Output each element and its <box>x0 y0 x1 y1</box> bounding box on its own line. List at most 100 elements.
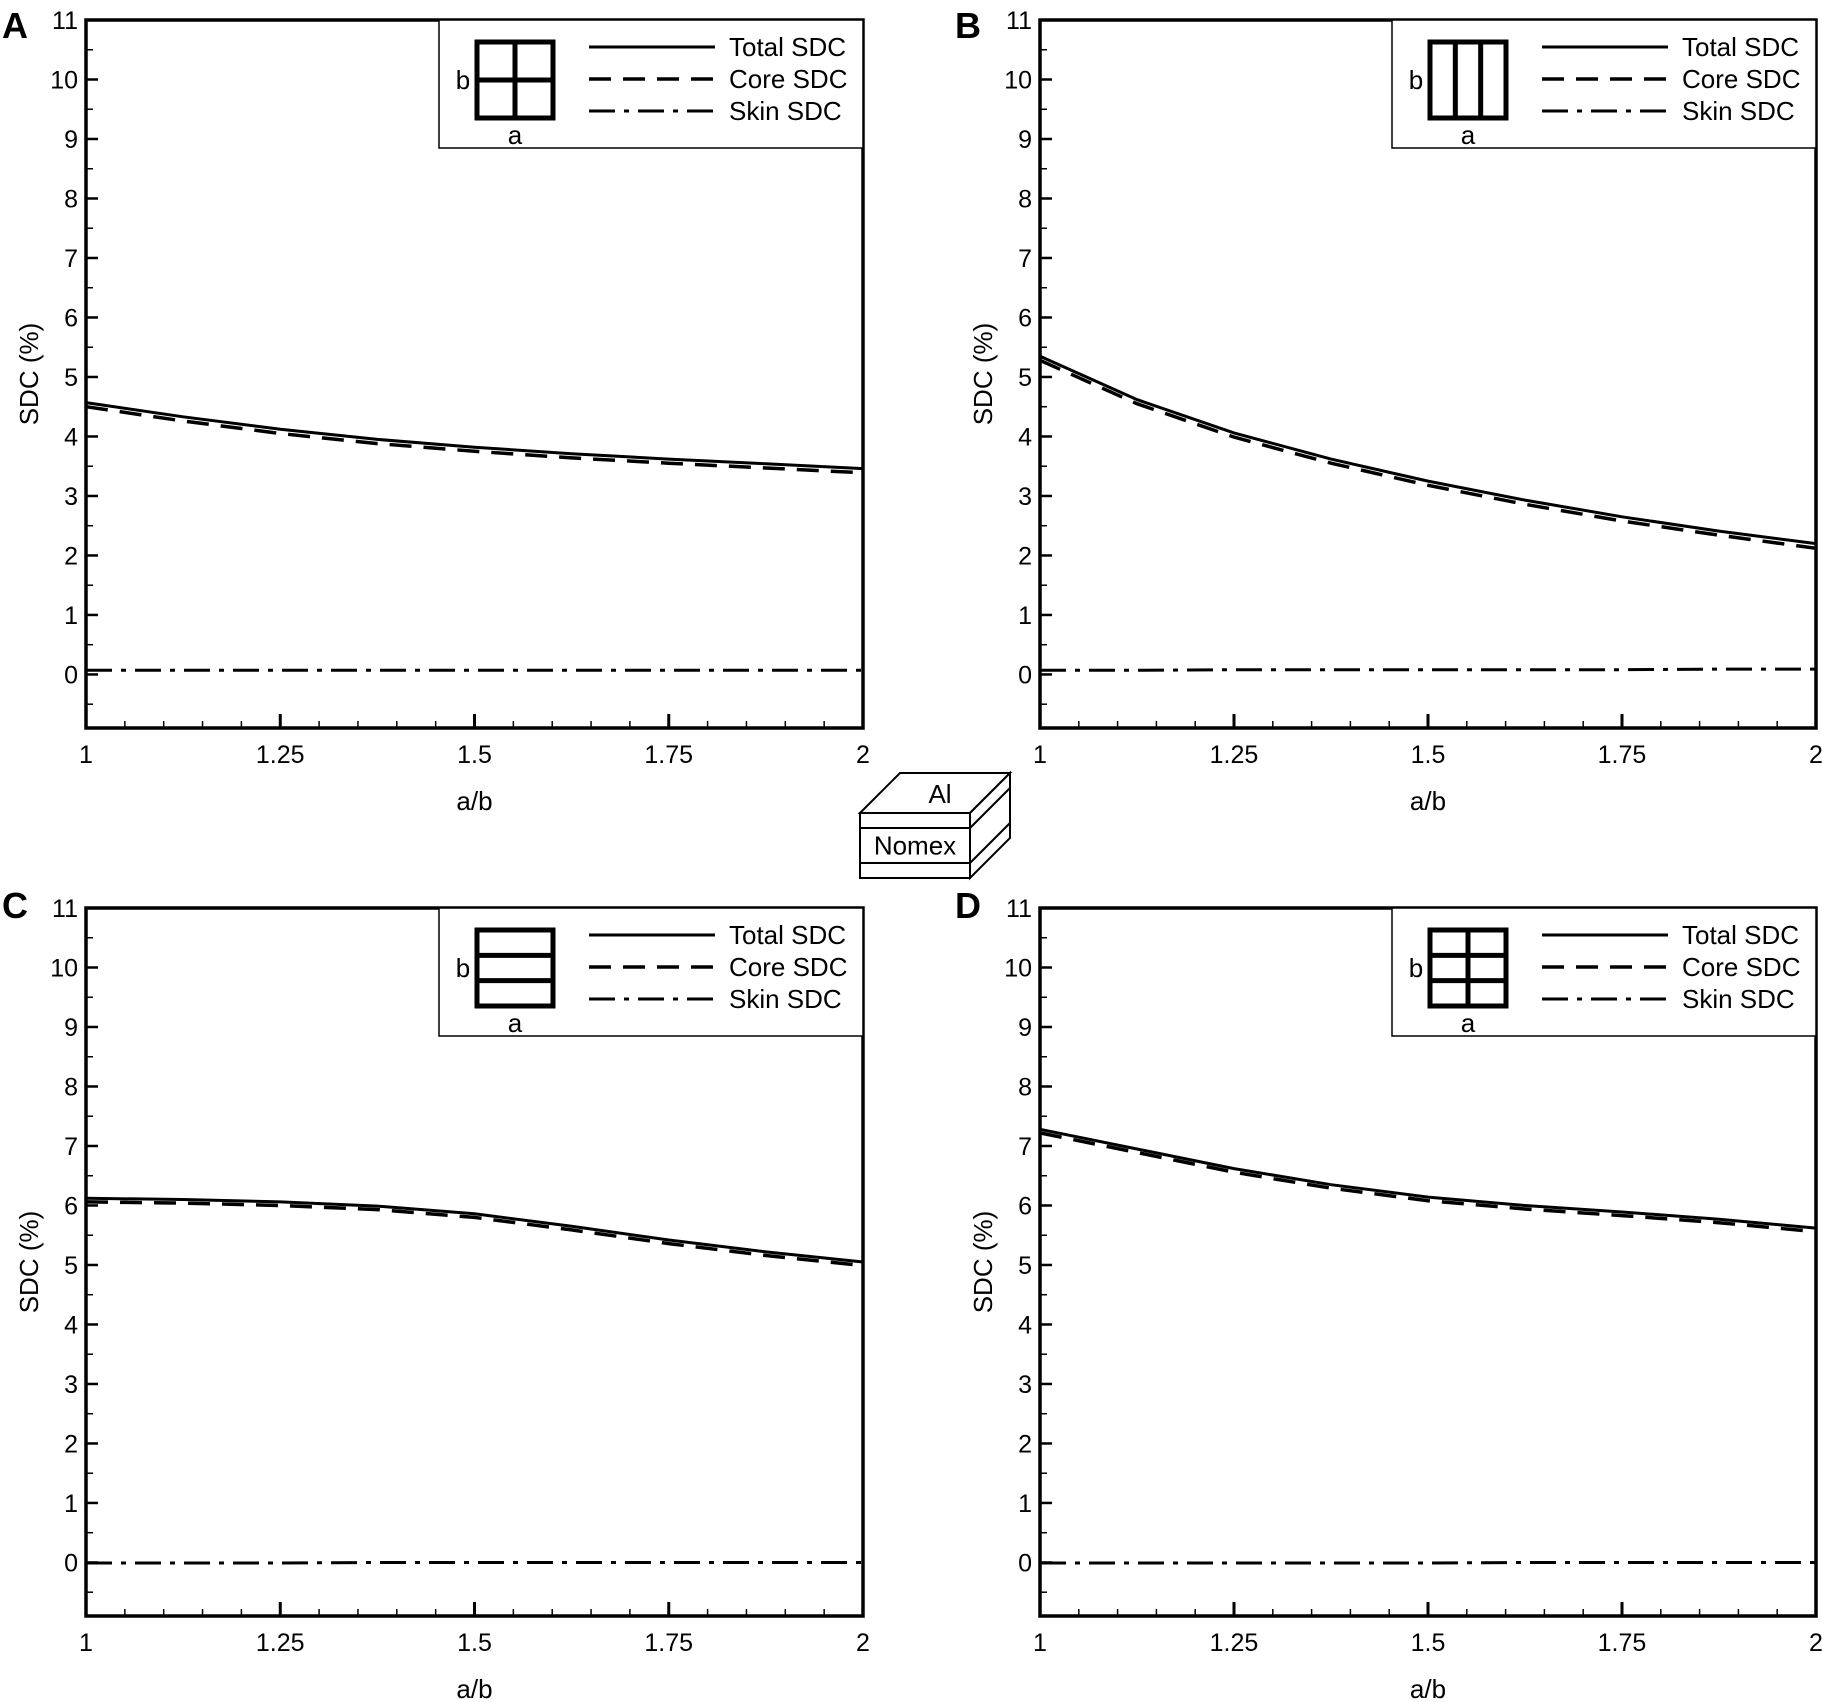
legend-entry-label: Core SDC <box>1682 952 1800 982</box>
y-axis: 0 1 2 3 4 5 6 7 8 9 10 11 <box>1004 7 1052 705</box>
inset-front-face <box>859 812 971 879</box>
x-tick-label: 1.25 <box>256 1629 305 1657</box>
series-group <box>1039 1127 1817 1565</box>
cell-outline <box>1427 39 1509 121</box>
y-tick-label: 3 <box>1018 1371 1032 1399</box>
y-tick-label: 8 <box>64 1073 78 1101</box>
legend-entry-label: Total SDC <box>1682 32 1799 62</box>
y-tick-label: 7 <box>1018 245 1032 273</box>
x-axis: 1 1.25 1.5 1.75 2 <box>1033 714 1822 769</box>
y-tick-label: 7 <box>1018 1133 1032 1161</box>
x-tick-label: 1 <box>1033 1629 1047 1657</box>
x-tick-label: 2 <box>856 1629 870 1657</box>
y-tick-label: 7 <box>64 245 78 273</box>
y-tick-label: 6 <box>1018 1192 1032 1220</box>
x-axis: 1 1.25 1.5 1.75 2 <box>79 1602 870 1657</box>
inset-layer-line <box>969 822 1011 864</box>
y-tick-label: 5 <box>1018 364 1032 392</box>
panel-label: B <box>955 5 981 46</box>
x-axis-title: a/b <box>456 1674 492 1702</box>
series-line-total-sdc <box>1039 354 1817 546</box>
y-axis-title: SDC (%) <box>968 323 998 426</box>
inset-al-label: Al <box>928 779 951 809</box>
x-tick-label: 1.75 <box>1598 1629 1647 1657</box>
y-tick-label: 4 <box>1018 423 1032 451</box>
y-tick-label: 10 <box>1004 954 1032 982</box>
x-tick-label: 1.25 <box>1210 1629 1259 1657</box>
series-line-core-sdc <box>85 1200 864 1268</box>
y-tick-label: 1 <box>1018 602 1032 630</box>
x-tick-label: 1 <box>79 741 93 769</box>
x-tick-label: 1.5 <box>1411 1629 1446 1657</box>
cell-height-label: b <box>456 953 470 983</box>
x-tick-label: 2 <box>1809 741 1822 769</box>
inset-layer-line <box>969 787 1011 829</box>
y-tick-label: 11 <box>1006 7 1032 35</box>
inset-nomex-label: Nomex <box>874 831 956 861</box>
y-tick-label: 5 <box>1018 1252 1032 1280</box>
y-tick-label: 0 <box>1018 661 1032 689</box>
legend-entry-label: Skin SDC <box>1682 984 1795 1014</box>
y-axis-title: SDC (%) <box>14 323 44 426</box>
cell-height-label: b <box>1409 953 1423 983</box>
y-tick-label: 3 <box>64 1371 78 1399</box>
cell-height-label: b <box>456 65 470 95</box>
y-tick-label: 11 <box>52 895 78 923</box>
series-group <box>85 401 864 672</box>
y-tick-label: 11 <box>1006 895 1032 923</box>
x-axis: 1 1.25 1.5 1.75 2 <box>1033 1602 1822 1657</box>
series-group <box>85 1196 864 1565</box>
x-tick-label: 1.25 <box>256 741 305 769</box>
legend-entry-label: Total SDC <box>1682 920 1799 950</box>
y-tick-label: 0 <box>64 1549 78 1577</box>
series-line-skin-sdc <box>1040 667 1816 672</box>
y-tick-label: 9 <box>1018 1014 1032 1042</box>
x-tick-label: 1.5 <box>457 741 492 769</box>
cell-outline <box>474 927 556 1009</box>
cell-width-label: a <box>508 1008 523 1038</box>
y-tick-label: 1 <box>64 602 78 630</box>
y-tick-label: 6 <box>1018 304 1032 332</box>
legend-entry-label: Skin SDC <box>1682 96 1795 126</box>
series-line-core-sdc <box>85 404 864 475</box>
x-tick-label: 2 <box>856 741 870 769</box>
y-axis-title: SDC (%) <box>968 1211 998 1314</box>
y-tick-label: 11 <box>52 7 78 35</box>
cell-width-label: a <box>1461 1008 1476 1038</box>
cell-width-label: a <box>508 120 523 150</box>
y-tick-label: 2 <box>64 1430 78 1458</box>
y-axis: 0 1 2 3 4 5 6 7 8 9 10 11 <box>1004 895 1052 1593</box>
y-tick-label: 10 <box>50 66 78 94</box>
x-tick-label: 1.75 <box>1598 741 1647 769</box>
y-tick-label: 9 <box>64 1014 78 1042</box>
panel-label: D <box>955 885 981 926</box>
series-group <box>1039 354 1817 672</box>
cell-width-label: a <box>1461 120 1476 150</box>
y-axis: 0 1 2 3 4 5 6 7 8 9 10 11 <box>50 895 98 1593</box>
y-tick-label: 2 <box>1018 542 1032 570</box>
y-tick-label: 5 <box>64 1252 78 1280</box>
y-tick-label: 9 <box>64 126 78 154</box>
x-axis-title: a/b <box>456 786 492 816</box>
x-axis-title: a/b <box>1410 786 1446 816</box>
y-tick-label: 10 <box>1004 66 1032 94</box>
legend-entry-label: Skin SDC <box>729 96 842 126</box>
y-tick-label: 8 <box>1018 185 1032 213</box>
y-tick-label: 10 <box>50 954 78 982</box>
y-tick-label: 8 <box>1018 1073 1032 1101</box>
y-tick-label: 6 <box>64 1192 78 1220</box>
y-tick-label: 8 <box>64 185 78 213</box>
series-line-total-sdc <box>85 1196 864 1264</box>
x-tick-label: 1.5 <box>457 1629 492 1657</box>
x-axis-title: a/b <box>1410 1674 1446 1702</box>
y-tick-label: 0 <box>64 661 78 689</box>
y-axis-title: SDC (%) <box>14 1211 44 1314</box>
legend-entry-label: Total SDC <box>729 920 846 950</box>
legend-entry-label: Core SDC <box>1682 64 1800 94</box>
